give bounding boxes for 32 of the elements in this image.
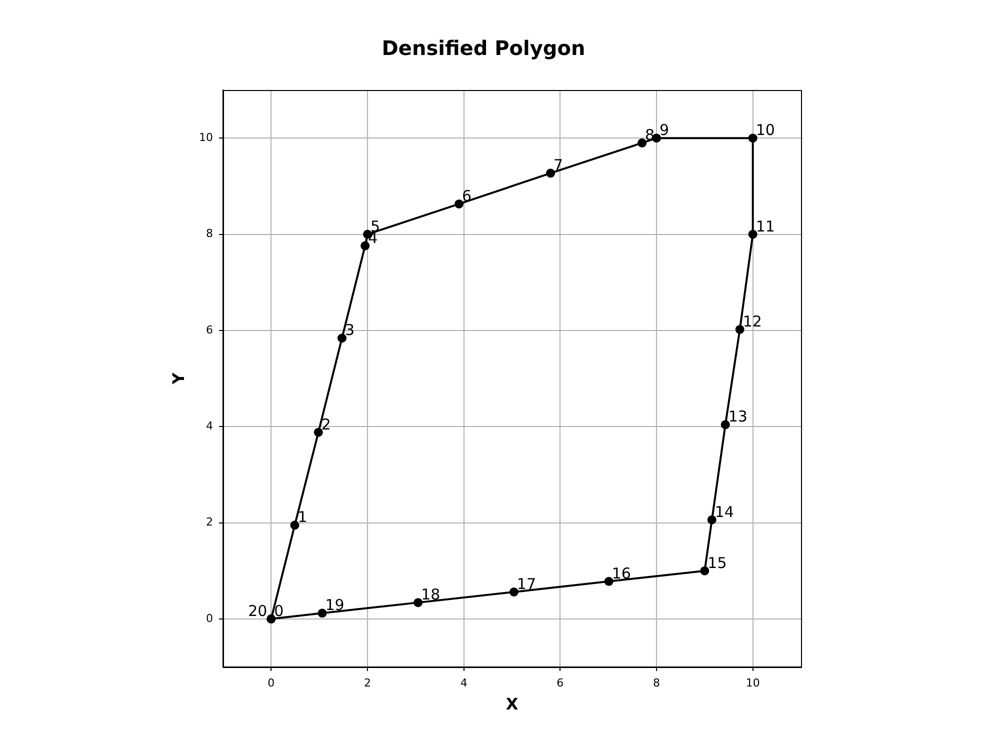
- x-axis-title: X: [506, 694, 519, 714]
- chart-title: Densified Polygon: [382, 36, 586, 60]
- y-tick-label: 8: [206, 227, 213, 240]
- annotation: 19: [325, 596, 344, 614]
- y-tick-label: 2: [206, 516, 213, 529]
- y-axis-title: Y: [168, 372, 188, 386]
- annotation: 10: [756, 121, 775, 140]
- annotation: 17: [516, 574, 536, 593]
- annotation: 7: [554, 156, 564, 174]
- annotation: 12: [742, 312, 762, 330]
- annotation: 9: [660, 121, 670, 140]
- annotation: 1: [298, 508, 308, 526]
- x-tick-label: 6: [556, 676, 564, 690]
- annotation: 16: [612, 564, 631, 582]
- annotation: 15: [708, 554, 727, 572]
- annotation: 20: [248, 602, 268, 620]
- x-tick-label: 2: [364, 676, 371, 690]
- y-tick-label: 0: [206, 612, 213, 625]
- annotation: 14: [714, 502, 734, 521]
- annotation: 2: [321, 415, 331, 434]
- y-tick-label: 4: [206, 419, 213, 432]
- annotation: 18: [421, 586, 440, 604]
- annotation: 3: [344, 321, 355, 340]
- y-tick-label: 6: [206, 323, 213, 336]
- x-tick-label: 0: [268, 676, 275, 690]
- annotation: 13: [728, 408, 748, 426]
- y-tick-label: 10: [199, 130, 213, 144]
- x-tick-label: 8: [653, 676, 660, 690]
- annotation: 11: [756, 217, 775, 236]
- x-tick-label: 10: [746, 676, 760, 690]
- annotation: 0: [274, 602, 284, 620]
- x-tick-label: 4: [460, 676, 468, 690]
